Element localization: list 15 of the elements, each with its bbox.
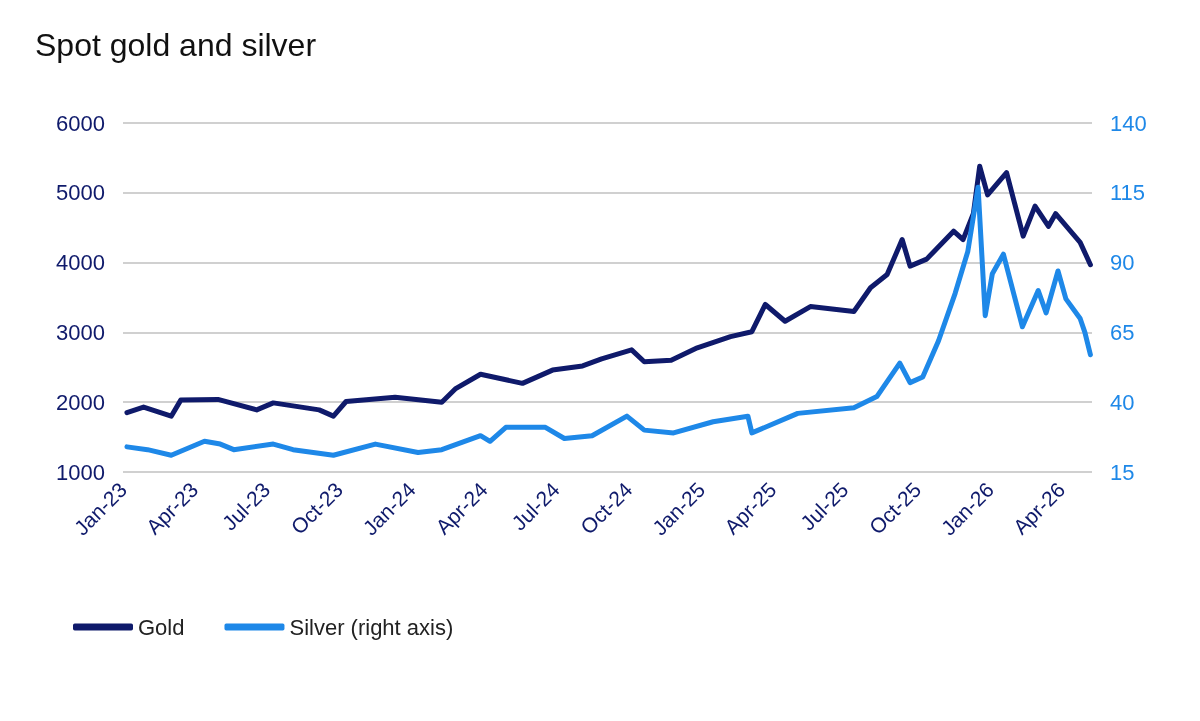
y2-tick-label: 115 [1110, 180, 1146, 206]
y2-tick-label: 140 [1110, 110, 1147, 136]
legend-label: Gold [138, 614, 185, 640]
y-tick-label: 4000 [56, 250, 105, 276]
y-tick-label: 2000 [56, 389, 105, 415]
y2-tick-label: 15 [1110, 459, 1135, 485]
y2-tick-label: 40 [1110, 389, 1135, 415]
y-tick-label: 3000 [56, 319, 105, 345]
y-tick-label: 1000 [56, 459, 105, 485]
chart-title: Spot gold and silver [35, 27, 317, 63]
legend-label: Silver (right axis) [289, 614, 454, 640]
y-tick-label: 6000 [56, 110, 105, 136]
y2-tick-label: 65 [1110, 319, 1135, 345]
y2-tick-label: 90 [1110, 250, 1135, 276]
y-tick-label: 5000 [56, 180, 105, 206]
